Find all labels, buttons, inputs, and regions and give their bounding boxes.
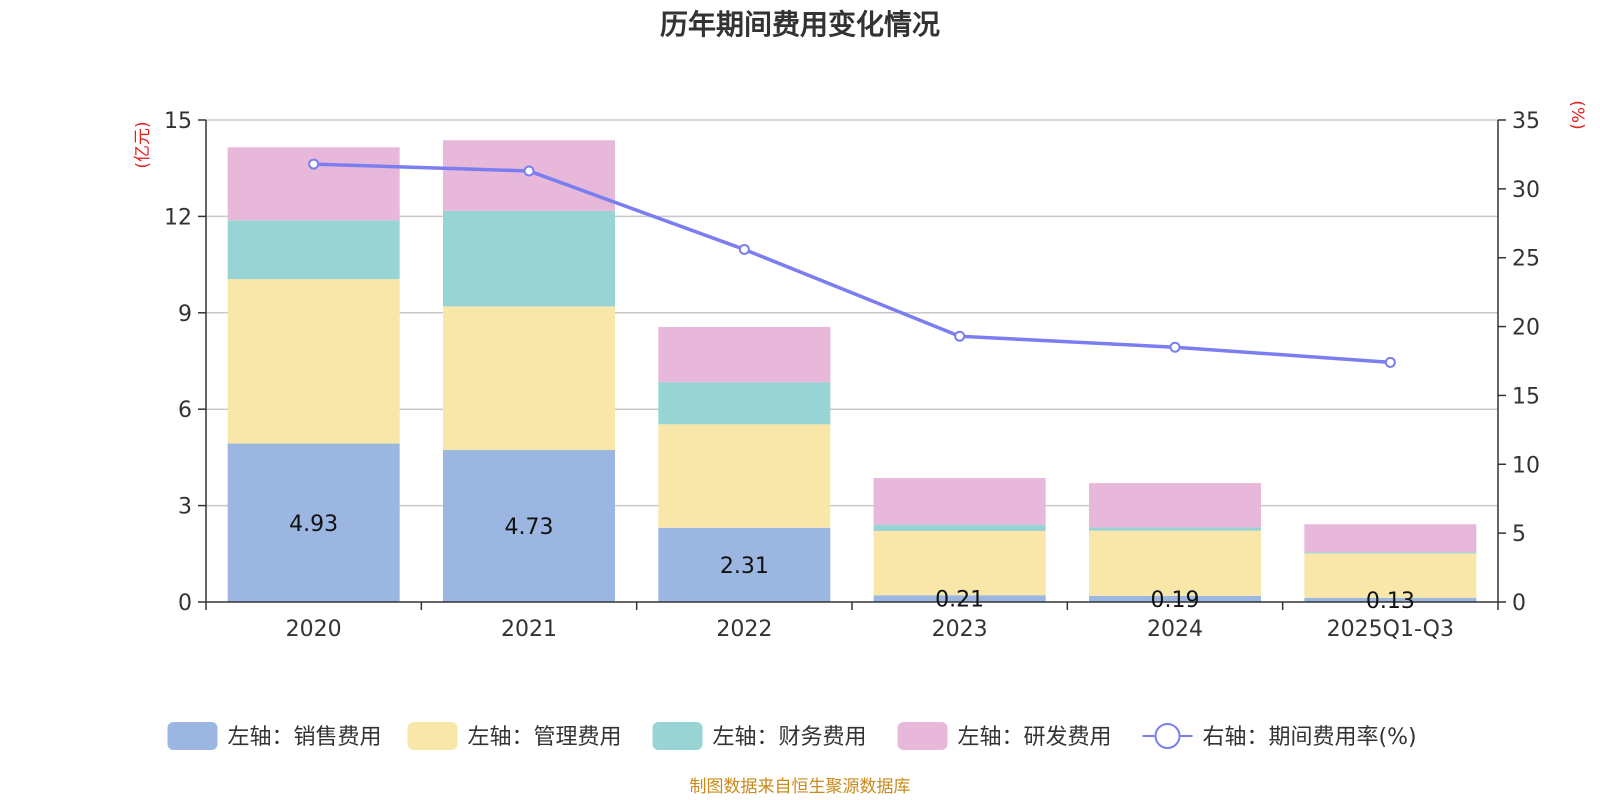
legend-swatch (897, 722, 948, 750)
left-axis-unit-label: (亿元) (133, 121, 153, 168)
left-axis-tick-label: 12 (164, 205, 192, 230)
legend-label: 左轴：研发费用 (958, 725, 1112, 750)
bar-segment (227, 220, 400, 280)
bar-segment (1089, 527, 1261, 531)
bar-data-label: 4.93 (289, 512, 338, 537)
bar-segment (227, 147, 400, 221)
x-axis-category-label: 2023 (932, 617, 988, 642)
bar-data-label: 0.19 (1151, 588, 1200, 613)
left-axis-tick-label: 15 (164, 109, 192, 134)
bar-segment (658, 326, 831, 383)
bar-segment (1089, 530, 1261, 596)
line-series-group (308, 158, 1396, 368)
rate-line-point (523, 165, 535, 177)
right-axis-tick-label: 30 (1512, 178, 1540, 203)
legend-swatch (407, 722, 458, 750)
bar-data-label: 0.13 (1366, 589, 1415, 614)
bar-segment (873, 595, 1046, 602)
bar-segment (443, 306, 615, 451)
rate-line (313, 162, 1391, 365)
left-axis-tick-label: 9 (178, 302, 192, 327)
bar-segment (873, 477, 1046, 525)
bar-segment (1304, 553, 1477, 598)
bar-data-label: 2.31 (720, 554, 769, 579)
right-axis-tick-label: 20 (1512, 316, 1540, 341)
left-axis-tick-label: 0 (178, 591, 192, 616)
source-note: 制图数据来自恒生聚源数据库 (690, 777, 911, 797)
legend-label: 左轴：管理费用 (468, 725, 622, 750)
x-axis-category-label: 2022 (716, 617, 772, 642)
x-axis-category-label: 2024 (1147, 617, 1203, 642)
bar-segment (873, 524, 1046, 531)
bar-segment (658, 424, 831, 528)
rate-line-point (308, 158, 320, 170)
bar-segment (1304, 524, 1477, 553)
bar-segment (443, 210, 615, 307)
bar-data-label: 0.21 (935, 588, 984, 613)
grid-lines (206, 119, 1498, 507)
right-axis-tick-label: 0 (1512, 591, 1526, 616)
rate-line-point (738, 243, 750, 255)
bar-segment (658, 527, 831, 602)
left-axis-tick-label: 3 (178, 495, 192, 520)
legend: 左轴：销售费用 左轴：管理费用 左轴：财务费用 左轴：研发费用 右轴：期间费用率(%) (167, 722, 1417, 750)
right-axis-unit-label: (%) (1567, 100, 1587, 129)
rate-line-point (954, 330, 966, 342)
x-axis-category-label: 2025Q1-Q3 (1327, 617, 1454, 642)
legend-label: 右轴：期间费用率(%) (1203, 725, 1417, 750)
bar-series-group (227, 140, 1477, 602)
bar-segment (1304, 597, 1477, 602)
data-labels: 4.93 4.73 2.31 0.21 0.19 0.13 (289, 512, 1415, 614)
x-axis-category-label: 2020 (286, 617, 342, 642)
right-axis-tick-label: 10 (1512, 453, 1540, 478)
legend-swatch (652, 722, 703, 750)
rate-line-point (1169, 341, 1181, 353)
right-axis-tick-label: 25 (1512, 247, 1540, 272)
legend-marker (1154, 723, 1181, 749)
legend-label: 左轴：销售费用 (228, 725, 382, 750)
bar-segment (1089, 595, 1261, 602)
bar-segment (1089, 483, 1261, 528)
right-axis-tick-label: 15 (1512, 384, 1540, 409)
right-axis-tick-label: 5 (1512, 522, 1526, 547)
bar-segment (227, 443, 400, 602)
right-axis-tick-label: 35 (1512, 109, 1540, 134)
left-axis-tick-label: 6 (178, 398, 192, 423)
bar-data-label: 4.73 (505, 515, 554, 540)
legend-label: 左轴：财务费用 (713, 725, 867, 750)
rate-line-point (1384, 356, 1396, 368)
bar-segment (873, 530, 1046, 596)
bar-segment (1304, 552, 1477, 554)
x-axis-category-label: 2021 (501, 617, 557, 642)
bar-segment (443, 450, 615, 602)
axes: 0 3 6 9 12 15 0 5 10 15 20 25 30 35 2020 2021 2022 2023 20… (164, 109, 1540, 642)
chart-title: 历年期间费用变化情况 (660, 8, 940, 41)
bar-segment (227, 279, 400, 444)
legend-swatch (167, 722, 218, 750)
bar-segment (658, 382, 831, 425)
